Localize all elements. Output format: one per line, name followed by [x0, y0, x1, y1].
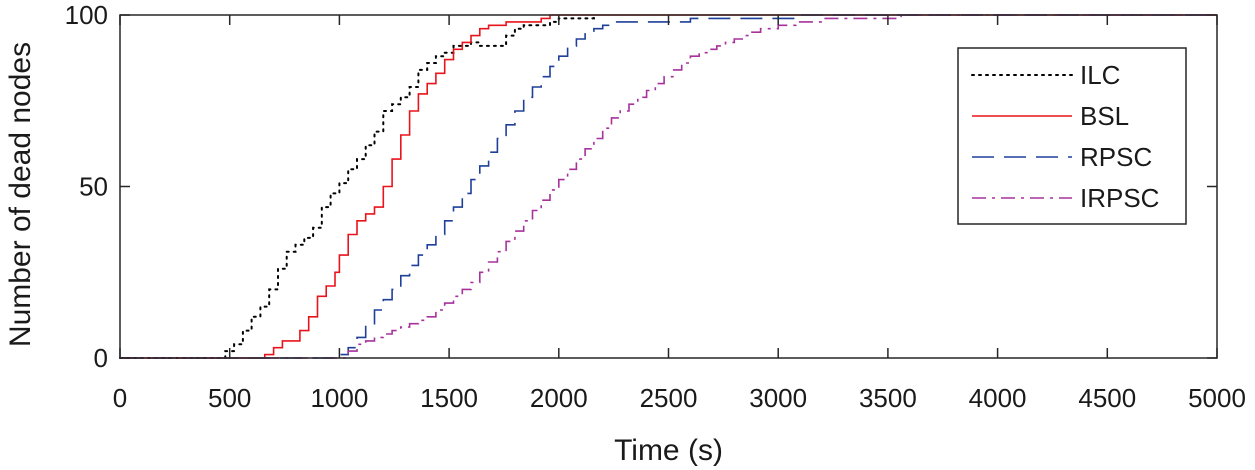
legend: ILC BSL RPSC IRPSC [957, 47, 1187, 225]
series-layer [119, 14, 1217, 359]
y-axis-title: Number of dead nodes [4, 42, 37, 347]
x-tick-label: 4500 [1078, 383, 1136, 413]
x-tick-label: 4000 [969, 383, 1027, 413]
legend-label-irpsc: IRPSC [1080, 183, 1159, 213]
series-line-irpsc [120, 14, 1217, 359]
legend-box [957, 47, 1187, 225]
y-tick-label: 100 [65, 0, 108, 30]
legend-label-rpsc: RPSC [1080, 142, 1152, 172]
legend-label-bsl: BSL [1080, 101, 1129, 131]
x-tick-label: 3500 [859, 383, 917, 413]
series-line-ilc [119, 14, 595, 359]
y-tick-label: 0 [94, 343, 108, 373]
x-tick-label: 500 [208, 383, 251, 413]
x-axis-title: Time (s) [614, 434, 723, 467]
x-tick-label: 2000 [530, 383, 588, 413]
x-tick-label: 2500 [640, 383, 698, 413]
legend-label-ilc: ILC [1080, 60, 1120, 90]
series-line-bsl [120, 14, 1217, 359]
series-line-rpsc [120, 14, 1217, 359]
axis-ticks: 0 500 1000 1500 2000 2500 3000 3500 4000 4500 5000… [65, 0, 1246, 413]
y-tick-label: 50 [79, 172, 108, 202]
x-tick-label: 0 [113, 383, 127, 413]
x-tick-label: 3000 [749, 383, 807, 413]
x-tick-label: 1500 [420, 383, 478, 413]
plot-frame [119, 14, 1218, 359]
x-tick-label: 5000 [1188, 383, 1246, 413]
x-tick-label: 1000 [310, 383, 368, 413]
